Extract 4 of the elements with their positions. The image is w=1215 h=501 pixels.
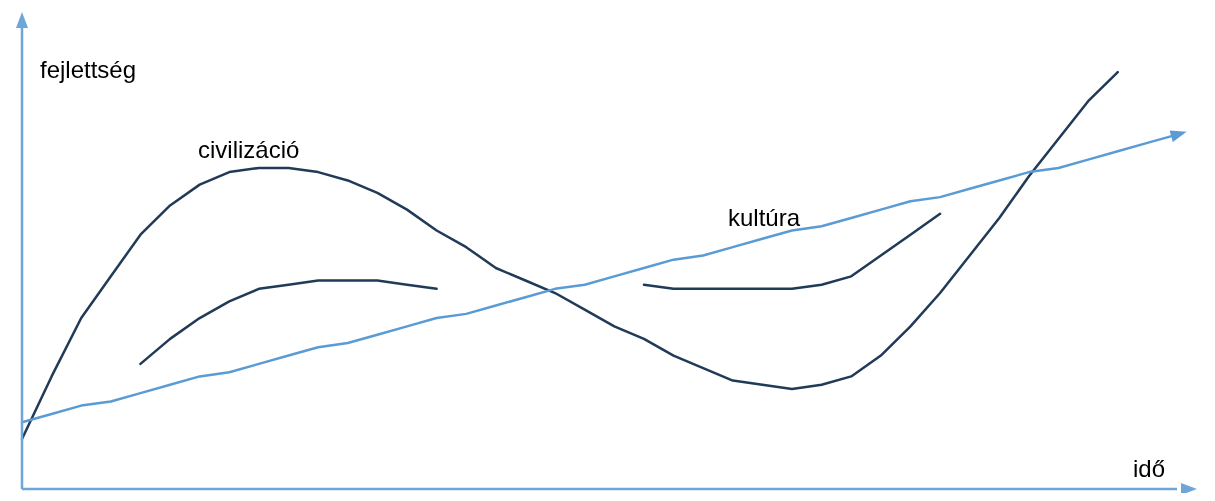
text: kultúra xyxy=(728,204,801,232)
y-axis-title: fejlettség xyxy=(40,56,137,84)
x-axis-title: idő xyxy=(1133,455,1166,483)
series-label: civilizáció xyxy=(198,136,300,164)
